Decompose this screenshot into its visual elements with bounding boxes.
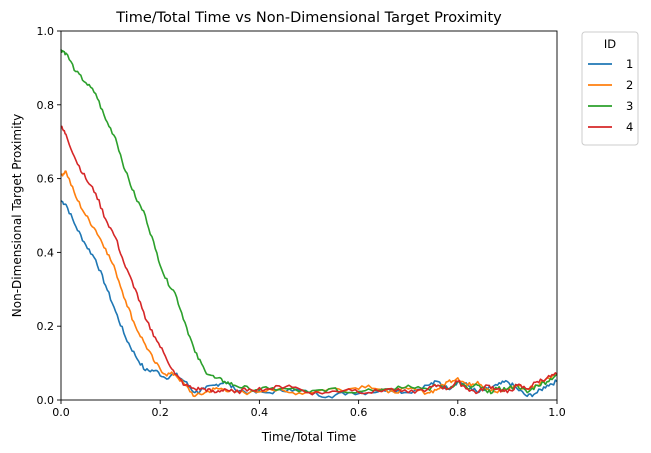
plot-frame	[60, 30, 558, 401]
legend-label-2: 2	[626, 78, 633, 92]
y-axis: 0.0 0.2 0.4 0.6 0.8 1.0	[37, 25, 61, 407]
chart-title: Time/Total Time vs Non-Dimensional Targe…	[115, 10, 502, 26]
legend-title: ID	[604, 37, 616, 51]
x-tick-label: 0.6	[350, 406, 368, 419]
legend-label-4: 4	[626, 120, 633, 134]
y-tick-label: 1.0	[37, 25, 55, 38]
y-tick-label: 0.0	[37, 394, 55, 407]
x-tick-label: 0.4	[251, 406, 269, 419]
y-tick-label: 0.8	[37, 99, 55, 112]
y-axis-label: Non-Dimensional Target Proximity	[10, 114, 24, 317]
y-tick-label: 0.4	[37, 246, 55, 259]
legend-box	[581, 31, 639, 146]
legend: ID 1 2 3 4	[581, 31, 639, 146]
x-axis: 0.0 0.2 0.4 0.6 0.8 1.0	[52, 400, 566, 419]
legend-label-1: 1	[626, 57, 633, 71]
x-tick-label: 0.2	[151, 406, 169, 419]
series-line-2	[60, 170, 558, 398]
series-line-3	[60, 49, 558, 395]
x-tick-label: 1.0	[548, 406, 566, 419]
y-tick-label: 0.6	[37, 173, 55, 186]
plot-area	[60, 30, 558, 401]
legend-label-3: 3	[626, 99, 633, 113]
x-tick-label: 0.0	[52, 406, 70, 419]
x-tick-label: 0.8	[449, 406, 467, 419]
x-axis-label: Time/Total Time	[261, 430, 357, 444]
y-tick-label: 0.2	[37, 320, 55, 333]
series-line-1	[60, 200, 558, 399]
series-line-4	[60, 125, 558, 396]
